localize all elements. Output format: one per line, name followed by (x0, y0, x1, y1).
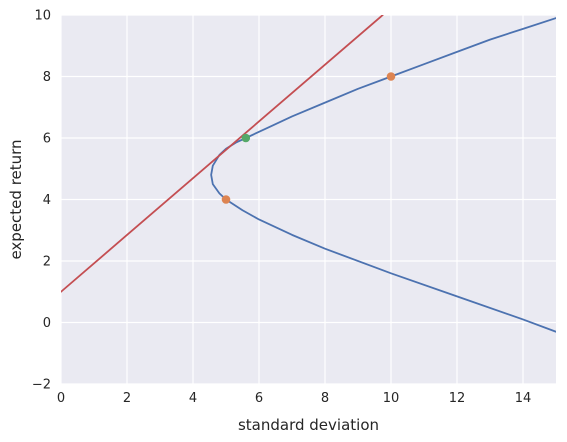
data-point (387, 72, 396, 81)
y-tick-labels: −2 0 2 4 6 8 10 (32, 9, 51, 393)
y-tick-label: 2 (43, 255, 51, 270)
x-tick-label: 4 (189, 391, 197, 406)
x-axis-label: standard deviation (238, 416, 379, 434)
x-tick-label: 12 (449, 391, 466, 406)
y-tick-label: 8 (43, 70, 51, 85)
y-axis-label: expected return (7, 139, 25, 259)
x-tick-label: 6 (255, 391, 263, 406)
y-tick-label: 4 (43, 193, 51, 208)
x-tick-label: 10 (383, 391, 400, 406)
x-tick-label: 14 (515, 391, 532, 406)
y-tick-label: 6 (43, 132, 51, 147)
x-tick-label: 8 (321, 391, 329, 406)
x-tick-label: 0 (57, 391, 65, 406)
x-tick-labels: 0 2 4 6 8 10 12 14 (57, 391, 531, 406)
x-tick-label: 2 (123, 391, 131, 406)
data-point (222, 195, 231, 204)
y-tick-label: 0 (43, 316, 51, 331)
y-tick-label: −2 (32, 378, 51, 393)
y-tick-label: 10 (34, 9, 51, 24)
data-point (242, 134, 251, 143)
